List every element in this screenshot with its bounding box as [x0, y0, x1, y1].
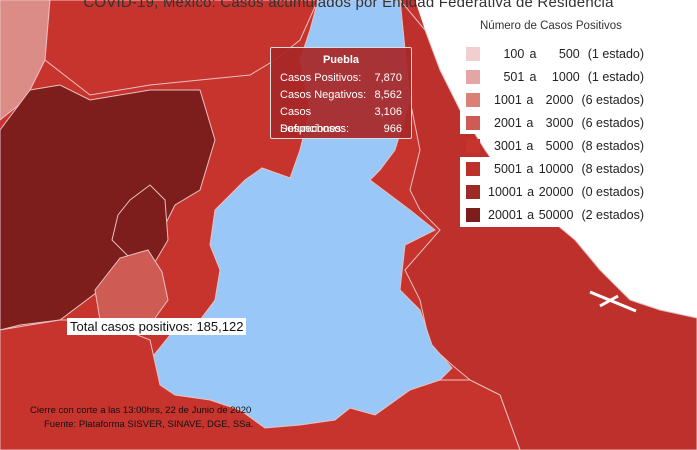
state-tooltip: Puebla Casos Positivos: 7,870 Casos Nega…: [270, 47, 412, 139]
legend-min: 100: [503, 46, 525, 61]
airport-icon: [589, 290, 637, 313]
footer-notes: Cierre con corte a las 13:00hrs, 22 de J…: [30, 404, 253, 432]
legend-min: 501: [503, 69, 525, 84]
legend-min: 2001: [494, 115, 522, 130]
legend-count: (8 estados): [581, 138, 644, 153]
legend-swatch: [466, 185, 480, 200]
legend-swatch: [466, 46, 480, 61]
legend-a: a: [526, 162, 534, 177]
legend-swatch: [466, 208, 480, 223]
legend-count: (8 estados): [581, 162, 644, 177]
legend-a: a: [527, 208, 535, 223]
legend-item[interactable]: 1001 a 2000 (6 estados): [460, 88, 644, 112]
legend-swatch: [466, 162, 480, 177]
legend-a: a: [526, 92, 534, 107]
state-nw-light[interactable]: [0, 0, 51, 121]
legend-a: a: [526, 115, 534, 130]
legend-max: 20000: [538, 185, 574, 200]
legend-count: (1 estado): [587, 46, 645, 61]
legend-a: a: [527, 185, 535, 200]
legend-min: 20001: [488, 208, 523, 223]
legend-a: a: [526, 138, 534, 153]
legend-item[interactable]: 501 a 1000 (1 estado): [460, 65, 645, 89]
legend-swatch: [466, 138, 480, 153]
legend-swatch: [466, 69, 480, 84]
legend-a: a: [529, 69, 537, 84]
legend-max: 2000: [545, 92, 574, 107]
tooltip-row: Defunciones: 966: [280, 123, 402, 135]
footer-source: Fuente: Plataforma SISVER, SINAVE, DGE, …: [44, 419, 254, 430]
legend-item[interactable]: 20001 a 50000 (2 estados): [460, 203, 644, 227]
legend-count: (2 estados): [581, 208, 644, 223]
legend-max: 3000: [545, 115, 574, 130]
legend-min: 10001: [488, 185, 523, 200]
legend-a: a: [529, 46, 537, 61]
legend-min: 1001: [494, 92, 522, 107]
legend-min: 5001: [494, 162, 522, 177]
legend-max: 1000: [551, 69, 580, 84]
legend-max: 10000: [538, 162, 574, 177]
legend-swatch: [466, 115, 480, 130]
legend-max: 500: [558, 46, 580, 61]
tooltip-row: Casos Sospechosos: 3,106: [280, 106, 402, 135]
legend: Número de Casos Positivos 100 a 500 (1 esta…: [460, 20, 690, 227]
legend-count: (1 estado): [587, 69, 645, 84]
tooltip-row: Casos Negativos: 8,562: [280, 89, 402, 101]
legend-title: Número de Casos Positivos: [480, 20, 622, 32]
legend-item[interactable]: 5001 a 10000 (8 estados): [460, 157, 644, 181]
state-west-dark[interactable]: [0, 84, 216, 331]
state-north[interactable]: [44, 0, 319, 96]
legend-count: (6 estados): [581, 92, 644, 107]
legend-count: (6 estados): [581, 115, 644, 130]
map-title: COVID-19, México: Casos acumulados por E…: [83, 0, 614, 11]
total-cases-label: Total casos positivos: 185,122: [67, 318, 247, 335]
tooltip-state-name: Puebla: [322, 54, 360, 66]
tooltip-row: Casos Positivos: 7,870: [280, 72, 402, 84]
footer-cutoff: Cierre con corte a las 13:00hrs, 22 de J…: [30, 405, 252, 416]
legend-count: (0 estados): [581, 185, 644, 200]
legend-swatch: [466, 92, 480, 107]
legend-item[interactable]: 2001 a 3000 (6 estados): [460, 111, 644, 135]
legend-max: 50000: [538, 208, 574, 223]
state-south[interactable]: [0, 319, 521, 450]
legend-item[interactable]: 100 a 500 (1 estado): [460, 42, 645, 66]
legend-max: 5000: [545, 138, 574, 153]
legend-min: 3001: [494, 138, 522, 153]
legend-item[interactable]: 10001 a 20000 (0 estados): [460, 180, 644, 204]
legend-item[interactable]: 3001 a 5000 (8 estados): [460, 134, 644, 157]
